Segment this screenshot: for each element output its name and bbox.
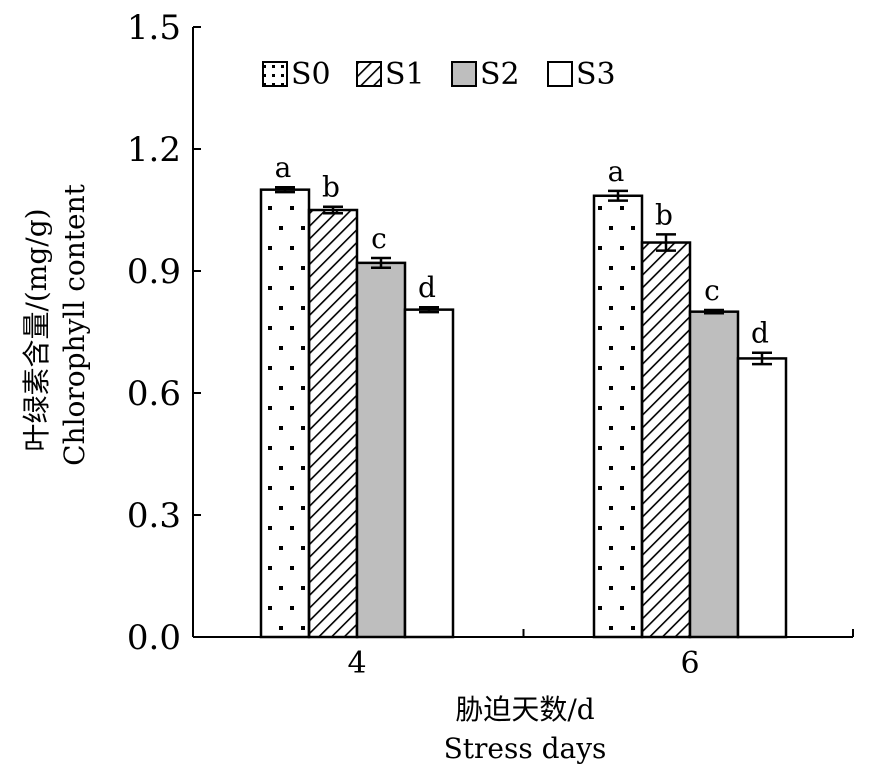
legend: S0 S1 S2 S3 <box>262 57 616 92</box>
legend-swatch <box>356 61 382 87</box>
legend-swatch <box>262 61 288 87</box>
y-tick-label: 0.9 <box>127 252 181 292</box>
x-tick-label: 4 <box>347 646 366 681</box>
bar <box>259 188 311 639</box>
significance-letter: b <box>322 171 340 204</box>
significance-letter: a <box>608 155 625 188</box>
bar <box>688 310 740 639</box>
y-tick-label: 0.0 <box>127 618 181 658</box>
bar <box>736 357 788 639</box>
legend-swatch <box>547 61 573 87</box>
legend-label: S1 <box>385 57 425 92</box>
y-tick-label: 1.2 <box>127 130 181 170</box>
legend-swatch <box>451 61 477 87</box>
significance-letter: d <box>418 271 436 304</box>
y-axis-label-cn: 叶绿素含量/(mg/g) <box>20 208 53 451</box>
x-axis-label-cn: 胁迫天数/d <box>455 693 594 726</box>
legend-label: S0 <box>291 57 331 92</box>
significance-letter: c <box>371 222 387 255</box>
bar <box>592 194 644 639</box>
significance-letter: b <box>655 198 673 231</box>
bar <box>307 208 359 639</box>
axes: 0.0 0.3 0.6 0.9 1.2 1.5 4 6 <box>127 8 854 681</box>
y-tick-label: 0.3 <box>127 496 181 536</box>
x-tick-label: 6 <box>680 646 699 681</box>
legend-label: S3 <box>576 57 616 92</box>
bar <box>355 261 407 639</box>
x-axis-label-en: Stress days <box>444 732 607 765</box>
significance-letter: d <box>751 317 769 350</box>
y-tick-label: 0.6 <box>127 374 181 414</box>
legend-label: S2 <box>480 57 520 92</box>
significance-letter: a <box>275 151 292 184</box>
y-tick-label: 1.5 <box>127 8 181 48</box>
bar <box>640 241 692 639</box>
bar <box>403 308 455 639</box>
significance-letter: c <box>704 274 720 307</box>
y-axis-label-en: Chlorophyll content <box>58 183 91 466</box>
